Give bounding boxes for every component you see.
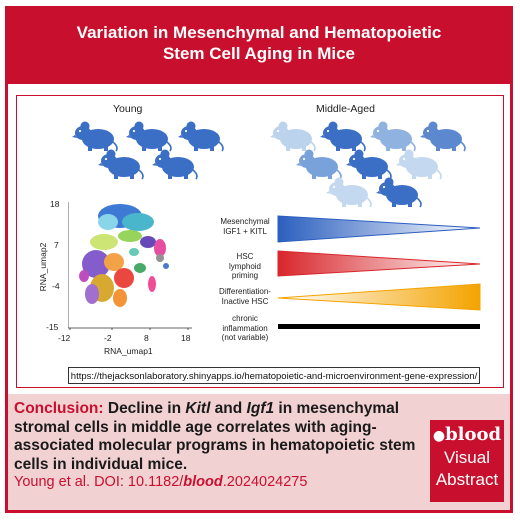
title-line-2: Stem Cell Aging in Mice [162,44,356,63]
blood-logo: ●blood [432,424,502,445]
mouse-icon [326,177,372,208]
gene-igf1: Igf1 [246,400,275,417]
trend-wedge-hsc-lymphoid [277,250,481,277]
conclusion-panel: Conclusion: Decline in Kitl and Igf1 in … [8,394,510,510]
umap-xtick: 8 [144,333,149,343]
mouse-icon [320,121,366,152]
middle-aged-label: Middle-Aged [316,103,375,115]
citation[interactable]: Young et al. DOI: 10.1182/blood.20240242… [14,474,308,490]
umap-ytick: 18 [50,199,60,209]
umap-ylabel: RNA_umap2 [38,242,48,292]
mouse-icon [152,149,198,180]
mouse-icon [370,121,416,152]
trend-wedge-inactive-hsc [277,283,481,311]
content-panel [16,95,504,388]
mouse-icon [376,177,422,208]
visual-abstract-badge: ●blood Visual Abstract [430,420,504,502]
conclusion-text: Conclusion: Decline in Kitl and Igf1 in … [14,400,416,473]
badge-line-2: Abstract [435,470,499,489]
umap-ytick: -4 [52,281,60,291]
umap-xtick: -12 [58,333,71,343]
umap-ytick: -15 [46,322,59,332]
umap-xlabel: RNA_umap1 [104,346,153,356]
mouse-icon [296,149,342,180]
title-banner: Variation in Mesenchymal and Hematopoiet… [5,6,513,84]
trend-wedge-mesenchymal [277,215,481,243]
umap-scatter-plot [68,202,192,330]
umap-xtick: 18 [181,333,191,343]
trend-wedges [277,215,481,329]
umap-ytick: 7 [54,240,59,250]
mouse-icon [346,149,392,180]
trend-label-inflammation: chronic inflammation (not variable) [221,314,269,342]
trend-label-mesenchymal: Mesenchymal IGF1 + KITL [220,217,270,236]
trend-label-inactive-hsc: Differentiation- Inactive HSC [219,287,271,306]
data-portal-link[interactable]: https://thejacksonlaboratory.shinyapps.i… [68,367,480,384]
mouse-icon [126,121,172,152]
title-line-1: Variation in Mesenchymal and Hematopoiet… [76,23,442,42]
mouse-icon [396,149,442,180]
mouse-icon [420,121,466,152]
mouse-icon [98,149,144,180]
mouse-icon [178,121,224,152]
badge-line-1: Visual [444,448,490,467]
umap-xtick: -2 [104,333,112,343]
trend-bar-inflammation [278,324,480,329]
mouse-icon [270,121,316,152]
conclusion-lead: Conclusion: [14,400,104,417]
young-label: Young [113,103,143,115]
trend-label-hsc-lymphoid: HSC lymphoid priming [228,252,261,280]
mouse-icon [72,121,118,152]
gene-kitl: Kitl [185,400,211,417]
